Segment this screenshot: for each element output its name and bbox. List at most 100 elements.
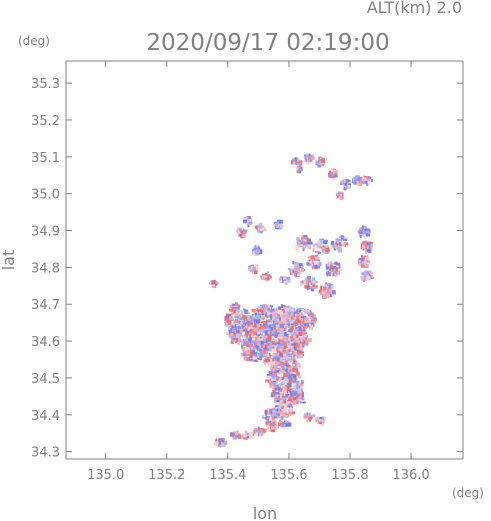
echo-cell xyxy=(334,170,338,173)
echo-cell xyxy=(252,354,257,357)
y-axis-label: lat xyxy=(0,250,18,271)
echo-cell xyxy=(300,235,303,238)
echo-cell xyxy=(293,359,296,363)
echo-cell xyxy=(256,267,259,271)
echo-cell xyxy=(305,339,310,342)
echo-cell xyxy=(240,229,245,234)
echo-cell xyxy=(293,373,297,376)
echo-cell xyxy=(292,271,296,274)
echo-cell xyxy=(295,334,299,338)
y-tick-label: 35.0 xyxy=(31,188,60,203)
echo-cell xyxy=(336,195,339,199)
echo-cell xyxy=(362,176,365,180)
echo-cell xyxy=(240,326,243,331)
echo-cell xyxy=(284,326,287,330)
echo-cell xyxy=(338,242,342,247)
echo-cell xyxy=(293,353,297,356)
echo-cell xyxy=(278,422,281,427)
echo-cell xyxy=(277,386,281,391)
echo-cell xyxy=(235,319,238,322)
echo-cell xyxy=(298,170,301,174)
echo-cell xyxy=(278,397,282,402)
echo-cell xyxy=(274,405,277,409)
echo-cell xyxy=(300,243,303,247)
echo-cell xyxy=(277,372,281,375)
echo-cell xyxy=(290,160,293,165)
echo-cell xyxy=(346,180,348,183)
echo-cell xyxy=(272,410,276,414)
echo-cell xyxy=(277,357,281,362)
echo-cell xyxy=(277,411,279,415)
echo-cell xyxy=(271,392,275,396)
echo-cell xyxy=(298,160,303,164)
echo-cell xyxy=(286,279,291,283)
echo-cell xyxy=(278,334,283,338)
echo-cell xyxy=(338,238,342,241)
echo-cell xyxy=(288,396,293,399)
echo-cell xyxy=(239,317,244,321)
echo-cell xyxy=(294,326,299,331)
echo-cell xyxy=(246,330,249,335)
echo-cell xyxy=(269,383,272,385)
echo-cell xyxy=(309,260,312,264)
echo-cell xyxy=(274,425,278,430)
echo-cell xyxy=(261,275,265,278)
echo-cell xyxy=(291,310,294,313)
echo-cell xyxy=(287,267,290,270)
echo-cell xyxy=(313,285,318,289)
echo-cell xyxy=(249,331,253,333)
echo-cell xyxy=(286,276,291,280)
echo-cell xyxy=(290,373,295,378)
echo-cell xyxy=(262,344,265,348)
echo-cell xyxy=(283,400,287,404)
x-tick-label: 135.4 xyxy=(209,468,246,483)
echo-cell xyxy=(271,341,275,344)
echo-cell xyxy=(288,320,291,325)
echo-cell xyxy=(282,420,284,423)
echo-cell xyxy=(287,314,290,319)
echo-cell xyxy=(250,337,254,341)
echo-cell xyxy=(293,335,297,339)
echo-cell xyxy=(269,305,273,308)
echo-cell xyxy=(299,393,304,395)
echo-cell xyxy=(318,251,321,254)
y-tick-label: 35.1 xyxy=(31,151,60,166)
echo-cell xyxy=(253,428,257,431)
echo-cell xyxy=(248,221,253,224)
echo-cell xyxy=(236,435,239,438)
echo-cell xyxy=(305,154,309,157)
echo-cell xyxy=(280,330,284,335)
echo-cell xyxy=(257,358,262,360)
echo-cell xyxy=(228,335,231,338)
echo-cell xyxy=(366,228,370,232)
echo-cell xyxy=(296,318,301,323)
echo-cell xyxy=(218,443,223,447)
echo-cell xyxy=(307,238,311,242)
echo-cell xyxy=(274,361,279,366)
echo-cell xyxy=(272,356,277,360)
echo-cell xyxy=(281,397,286,401)
echo-cell xyxy=(255,314,260,319)
echo-cell xyxy=(292,307,296,311)
echo-cell xyxy=(267,339,272,344)
echo-cell xyxy=(304,154,307,157)
echo-cell xyxy=(337,269,342,272)
echo-cell xyxy=(322,245,325,248)
echo-cell xyxy=(225,314,229,318)
echo-cell xyxy=(290,371,294,374)
echo-cell xyxy=(331,290,336,295)
echo-cell xyxy=(294,335,299,340)
echo-cell xyxy=(276,397,279,400)
echo-cell xyxy=(274,308,277,313)
echo-cell xyxy=(280,340,283,343)
echo-cell xyxy=(293,397,297,402)
echo-cell xyxy=(286,368,289,373)
echo-cell xyxy=(230,316,233,319)
echo-cell xyxy=(287,366,291,370)
echo-cell xyxy=(290,339,293,342)
echo-cell xyxy=(264,327,267,332)
echo-cell xyxy=(295,371,300,376)
echo-cell xyxy=(295,309,298,314)
echo-cell xyxy=(234,337,239,342)
echo-cell xyxy=(315,255,317,258)
